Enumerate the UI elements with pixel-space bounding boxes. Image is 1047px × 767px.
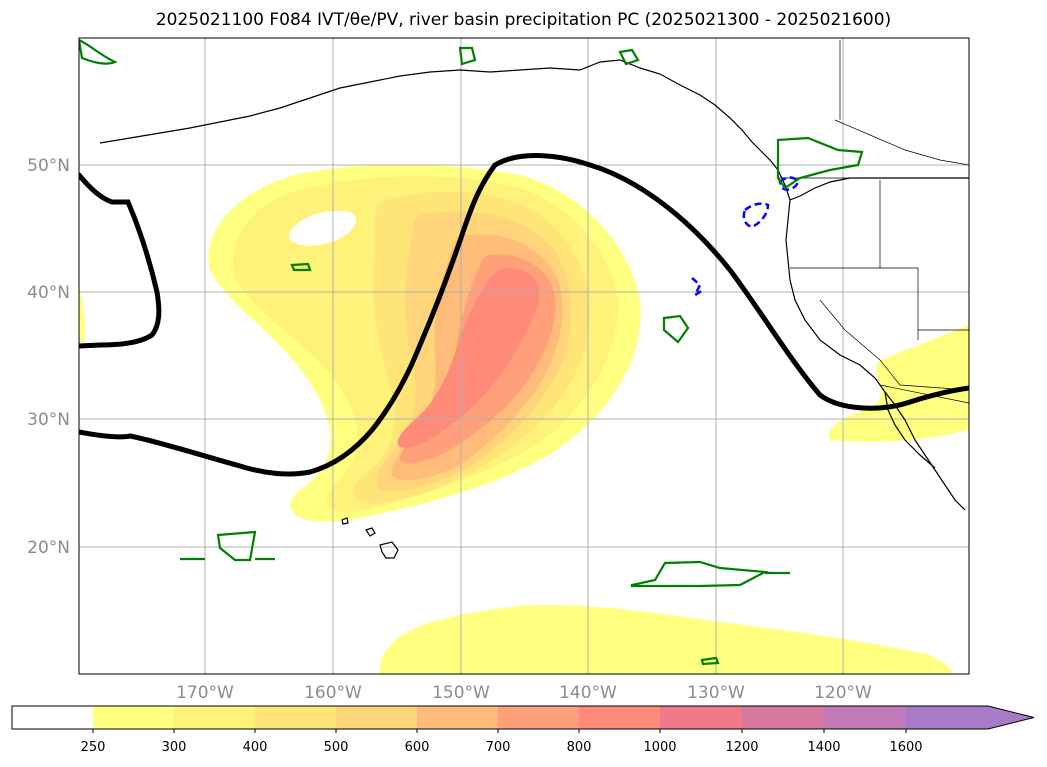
coastlines	[99, 40, 969, 559]
lat-label-50n: 50°N	[27, 156, 70, 176]
pv-contours	[691, 176, 800, 299]
state-borders	[790, 180, 969, 404]
precip-pc-contour-2	[458, 46, 477, 66]
lon-label-160w: 160°W	[304, 683, 362, 703]
colorbar-swatch-800-1000	[579, 706, 660, 729]
coast-range	[789, 177, 969, 201]
gridlines	[79, 38, 969, 674]
aleutian-chain	[99, 59, 779, 171]
colorbar-outline	[11, 705, 1035, 730]
pv-contour-1	[742, 202, 770, 229]
theta-e-contours	[79, 153, 969, 477]
lon-label-130w: 130°W	[687, 683, 745, 703]
ivt-band-south	[379, 605, 952, 674]
colorbar-swatch-600-700	[417, 706, 498, 729]
colorbar-swatch-below-250	[12, 706, 93, 729]
colorbar-label-400: 400	[243, 740, 268, 755]
colorbar-label-1400: 1400	[807, 740, 840, 755]
lon-label-150w: 150°W	[432, 683, 490, 703]
colorbar-label-250: 250	[81, 740, 106, 755]
colorbar-swatch-1000-1200	[660, 706, 742, 729]
interior-canada	[834, 40, 969, 166]
colorbar-ticks	[92, 729, 907, 733]
theta-e-main	[79, 153, 969, 477]
precip-pc-contour-7	[180, 530, 275, 562]
hawaii-oahu	[341, 517, 349, 525]
colorbar-swatch-500-600	[336, 706, 417, 729]
colorbar-swatch-1200-1400	[742, 706, 824, 729]
precip-pc-contour-3	[618, 48, 640, 66]
colorbar-label-300: 300	[162, 740, 187, 755]
colorbar-swatch-250-300	[93, 706, 174, 729]
colorbar-swatch-400-500	[255, 706, 336, 729]
colorbar-label-1000: 1000	[643, 740, 676, 755]
map-frame	[78, 37, 970, 675]
hawaii-big-island	[379, 541, 399, 559]
colorbar-label-700: 700	[486, 740, 511, 755]
colorbar-extend-arrow	[988, 706, 1034, 729]
lat-label-30n: 30°N	[27, 410, 70, 430]
colorbar: 250 300 400 500 600 700 800 1000 1200 14…	[11, 705, 1035, 755]
precip-pc-contour-6	[662, 314, 690, 344]
pv-contour-3	[778, 176, 800, 191]
ivt-band-800	[397, 268, 540, 448]
colorbar-swatch-1600-1700	[906, 706, 988, 729]
lat-label-40n: 40°N	[27, 283, 70, 303]
colorbar-label-500: 500	[324, 740, 349, 755]
figure-title: 2025021100 F084 IVT/θe/PV, river basin p…	[155, 10, 892, 30]
precip-pc-contour-9	[700, 656, 720, 666]
precip-pc-contour-5	[290, 262, 312, 272]
lon-label-170w: 170°W	[176, 683, 234, 703]
colorbar-label-1600: 1600	[889, 740, 922, 755]
lon-label-120w: 120°W	[814, 683, 872, 703]
precip-pc-contour-1	[79, 38, 118, 65]
colorbar-swatch-300-400	[174, 706, 255, 729]
colorbar-swatch-700-800	[498, 706, 579, 729]
pv-contour-2	[691, 277, 704, 299]
lon-label-140w: 140°W	[559, 683, 617, 703]
hawaii-maui	[365, 527, 376, 537]
colorbar-label-1200: 1200	[725, 740, 758, 755]
colorbar-label-800: 800	[567, 740, 592, 755]
theta-e-west	[79, 172, 162, 349]
precip-pc-contours	[79, 38, 864, 666]
colorbar-label-600: 600	[405, 740, 430, 755]
west-coast	[777, 169, 966, 511]
lat-label-20n: 20°N	[27, 538, 70, 558]
precip-pc-contour-4	[776, 136, 864, 190]
precip-pc-contour-8	[630, 560, 790, 588]
colorbar-swatch-1400-1600	[824, 706, 906, 729]
ivt-band-west-edge	[79, 290, 85, 345]
ivt-hole	[289, 210, 356, 246]
